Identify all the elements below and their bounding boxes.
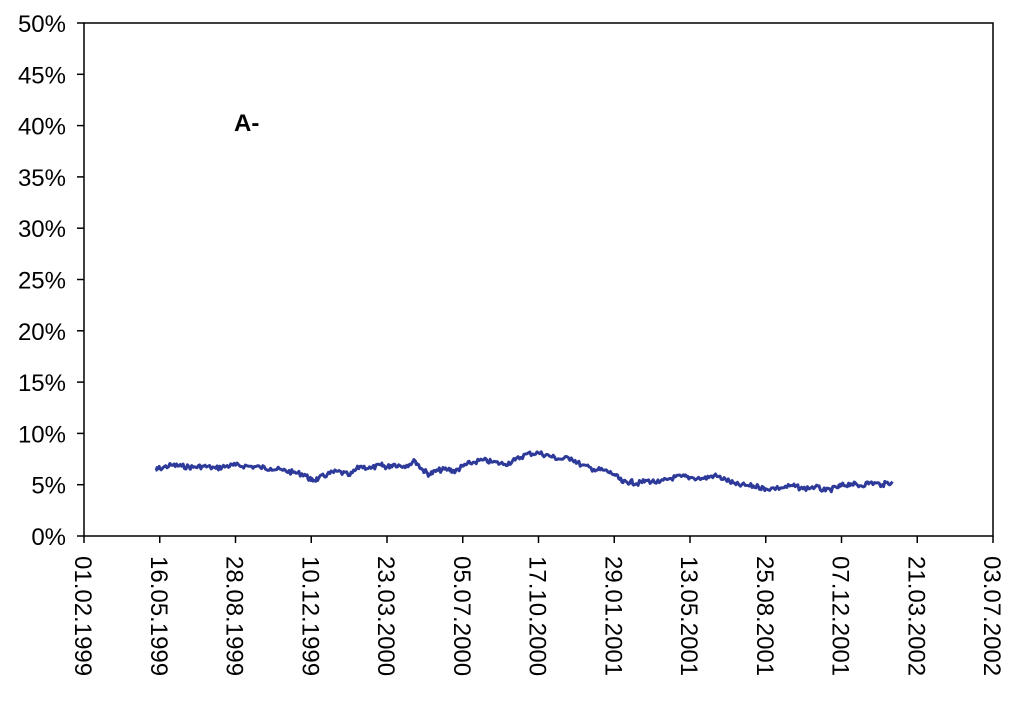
series-line [154,450,894,494]
y-tick-label: 30% [18,216,66,243]
y-tick-label: 20% [18,319,66,346]
x-axis: 01.02.1999 16.05.1999 28.08.1999 10.12.1999… [69,536,1005,676]
y-tick-label: 50% [18,11,66,38]
y-tick-label: 25% [18,268,66,295]
y-axis: 0% 5% 10% 15% 20% 25% 30% 35% 40% 45% 50% [18,11,84,551]
y-tick-label: 5% [31,473,66,500]
x-tick-label: 03.07.2002 [978,556,1005,676]
x-tick-label: 23.03.2000 [372,556,399,676]
y-tick-label: 35% [18,165,66,192]
x-tick-label: 29.01.2001 [599,556,626,676]
x-tick-label: 05.07.2000 [448,556,475,676]
x-tick-label: 17.10.2000 [524,556,551,676]
plot-area [83,22,994,537]
x-tick-label: 13.05.2001 [675,556,702,676]
x-tick-label: 28.08.1999 [221,556,248,676]
y-tick-label: 10% [18,421,66,448]
y-tick-label: 0% [31,524,66,551]
x-tick-label: 01.02.1999 [69,556,96,676]
series-layer [154,450,894,494]
y-tick-label: 15% [18,370,66,397]
x-tick-label: 21.03.2002 [902,556,929,676]
chart-annotation: A- [234,110,259,137]
y-tick-label: 45% [18,62,66,89]
x-tick-label: 10.12.1999 [296,556,323,676]
y-tick-label: 40% [18,114,66,141]
x-tick-label: 25.08.2001 [751,556,778,676]
x-tick-label: 16.05.1999 [145,556,172,676]
x-tick-label: 07.12.2001 [827,556,854,676]
